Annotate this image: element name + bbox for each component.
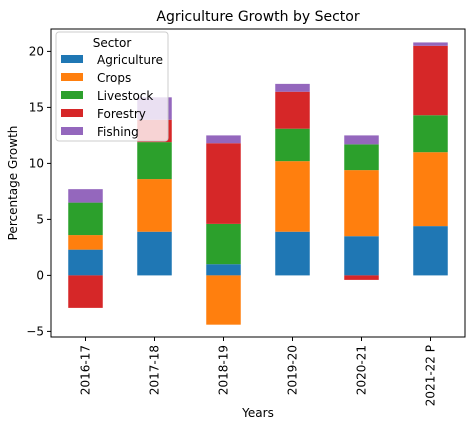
legend-swatch	[61, 109, 83, 117]
y-axis-label: Percentage Growth	[6, 126, 20, 241]
legend-title: Sector	[93, 36, 132, 50]
bar-segment	[68, 189, 103, 203]
bar-segment	[344, 144, 379, 171]
legend: Sector Agriculture Crops Livestock Forestry…	[55, 31, 169, 142]
bar-segment	[206, 264, 241, 276]
bar-segment	[206, 275, 241, 325]
legend-swatch	[61, 127, 83, 135]
bar-segment	[275, 161, 310, 232]
y-tick-label: 0	[36, 268, 44, 282]
bar-segment	[413, 115, 448, 153]
legend-items: Agriculture Crops Livestock Forestry Fishing	[61, 53, 163, 139]
y-tick-label: −5	[26, 324, 44, 338]
bar-segment	[137, 179, 172, 232]
bar-segment	[137, 231, 172, 276]
y-tick-label: 15	[29, 100, 44, 114]
legend-swatch	[61, 73, 83, 81]
x-tick-label: 2018-19	[217, 345, 231, 395]
legend-swatch	[61, 91, 83, 99]
bar-segment	[68, 249, 103, 276]
bar-segment	[275, 128, 310, 162]
chart-title: Agriculture Growth by Sector	[156, 9, 359, 25]
plot-frame	[50, 28, 466, 338]
x-tick-label: 2019-20	[286, 345, 300, 395]
x-axis-label: Years	[241, 406, 274, 420]
legend-label: Crops	[97, 71, 131, 85]
y-tick-label: 10	[29, 156, 44, 170]
legend-swatch	[61, 55, 83, 63]
x-tick-label: 2020-21	[355, 345, 369, 395]
bar-segment	[413, 226, 448, 276]
legend-label: Forestry	[97, 107, 146, 121]
axes-layer: −5 0 5 10 15 20 2016-17 2017-18 2018-19 2019-20 20…	[26, 28, 466, 406]
bar-segment	[344, 275, 379, 280]
bar-segment	[413, 45, 448, 116]
bar-segment	[137, 142, 172, 180]
bar-segment	[68, 202, 103, 236]
legend-label: Livestock	[97, 89, 153, 103]
bar-segment	[68, 235, 103, 250]
bar-segment	[344, 236, 379, 276]
legend-label: Agriculture	[97, 53, 163, 67]
y-tick-label: 5	[36, 212, 44, 226]
legend-frame	[55, 31, 169, 142]
bar-segment	[275, 83, 310, 92]
x-tick-label: 2016-17	[79, 345, 93, 395]
bar-segment	[68, 275, 103, 308]
bar-segment	[413, 42, 448, 46]
bar-segment	[206, 223, 241, 265]
y-tick-label: 20	[29, 44, 44, 58]
legend-label: Fishing	[97, 125, 139, 139]
x-tick-label: 2021-22 P	[424, 345, 438, 406]
x-tick-label: 2017-18	[148, 345, 162, 395]
bar-segment	[344, 135, 379, 145]
bar-segment	[413, 152, 448, 227]
bar-segment	[275, 231, 310, 276]
bar-segment	[344, 170, 379, 237]
bar-segment	[206, 143, 241, 224]
bar-segment	[206, 135, 241, 144]
bar-segment	[275, 91, 310, 129]
